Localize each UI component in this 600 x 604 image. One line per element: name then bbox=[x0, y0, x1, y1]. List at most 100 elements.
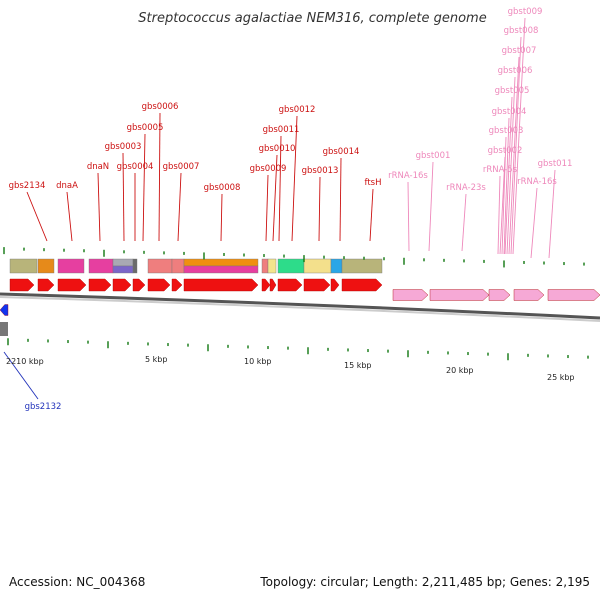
rna-arrow[interactable] bbox=[488, 289, 511, 301]
rna-label-rrna-23s[interactable]: rRNA-23s bbox=[446, 183, 486, 193]
gene-label-gbs0011[interactable]: gbs0011 bbox=[263, 125, 300, 135]
gene-label-ftsh[interactable]: ftsH bbox=[365, 178, 382, 188]
gene-arrow[interactable] bbox=[132, 278, 146, 292]
gene-arrow[interactable] bbox=[330, 278, 340, 292]
ruler-label: 15 kbp bbox=[344, 361, 372, 370]
rna-label-rrna-16s[interactable]: rRNA-16s bbox=[517, 177, 557, 187]
category-box bbox=[147, 258, 173, 274]
gene-label-gbs0012[interactable]: gbs0012 bbox=[279, 105, 316, 115]
leader-line bbox=[548, 169, 556, 259]
gene-arrow[interactable] bbox=[261, 278, 271, 292]
gene-arrows[interactable] bbox=[0, 278, 600, 336]
gene-arrow[interactable] bbox=[341, 278, 383, 292]
rna-label-rrna-5s[interactable]: rRNA-5s bbox=[483, 165, 518, 175]
gene-arrow[interactable] bbox=[277, 278, 303, 292]
ruler-label: 10 kbp bbox=[244, 357, 272, 366]
rna-label-gbst002[interactable]: gbst002 bbox=[488, 146, 523, 156]
leader-line bbox=[506, 76, 516, 255]
gene-arrow[interactable] bbox=[88, 278, 112, 292]
rna-arrow[interactable] bbox=[513, 289, 545, 301]
ruler-labels: 2210 kbp 5 kbp 10 kbp 15 kbp 20 kbp 25 kbp bbox=[6, 355, 575, 382]
gene-arrow[interactable] bbox=[147, 278, 171, 292]
category-box bbox=[132, 258, 138, 274]
gene-arrow[interactable] bbox=[112, 278, 132, 292]
reverse-category-box bbox=[0, 322, 8, 336]
rna-label-gbst008[interactable]: gbst008 bbox=[504, 26, 539, 36]
genome-summary-text: Topology: circular; Length: 2,211,485 bp… bbox=[260, 575, 590, 589]
gene-arrow[interactable] bbox=[57, 278, 87, 292]
leader-line bbox=[428, 161, 434, 252]
category-box bbox=[112, 258, 134, 267]
leader-line bbox=[3, 351, 39, 400]
gene-label-gbs0008[interactable]: gbs0008 bbox=[204, 183, 241, 193]
gene-arrow[interactable] bbox=[37, 278, 55, 292]
gene-arrow[interactable] bbox=[183, 278, 259, 292]
gene-label-gbs2134[interactable]: gbs2134 bbox=[9, 181, 46, 191]
gene-label-gbs0003[interactable]: gbs0003 bbox=[105, 142, 142, 152]
rna-label-gbst011[interactable]: gbst011 bbox=[538, 159, 573, 169]
category-box bbox=[183, 265, 259, 274]
gene-label-gbs0013[interactable]: gbs0013 bbox=[302, 166, 339, 176]
rna-label-rrna-16s[interactable]: rRNA-16s bbox=[388, 171, 428, 181]
rna-label-gbst003[interactable]: gbst003 bbox=[489, 126, 524, 136]
gene-label-gbs2132[interactable]: gbs2132 bbox=[25, 402, 62, 412]
rna-label-gbst001[interactable]: gbst001 bbox=[416, 151, 451, 161]
category-box bbox=[261, 258, 269, 274]
leader-line bbox=[272, 154, 278, 242]
category-box bbox=[37, 258, 55, 274]
category-box bbox=[267, 258, 277, 274]
ruler-label: 2210 kbp bbox=[6, 357, 44, 366]
feature-labels[interactable]: gbs2134 dnaA dnaN gbs0003 gbs0004 gbs0005 gbs0… bbox=[9, 7, 573, 412]
rna-label-gbst007[interactable]: gbst007 bbox=[502, 46, 537, 56]
backbone-shadow bbox=[0, 292, 600, 320]
gene-label-dnaa[interactable]: dnaA bbox=[56, 181, 78, 191]
gene-label-gbs0004[interactable]: gbs0004 bbox=[117, 162, 154, 172]
gene-label-gbs0005[interactable]: gbs0005 bbox=[127, 123, 164, 133]
leader-line bbox=[122, 152, 125, 242]
leader-line bbox=[26, 191, 48, 242]
rna-label-gbst006[interactable]: gbst006 bbox=[498, 66, 533, 76]
leader-line bbox=[158, 112, 161, 242]
leader-line bbox=[499, 156, 506, 255]
category-box bbox=[57, 258, 85, 274]
rna-label-gbst009[interactable]: gbst009 bbox=[508, 7, 543, 17]
genome-title: Streptococcus agalactiae NEM316, complet… bbox=[138, 11, 487, 26]
gene-arrow[interactable] bbox=[9, 278, 35, 292]
leader-line bbox=[407, 181, 410, 252]
backbone-line bbox=[0, 296, 600, 322]
leader-line bbox=[339, 157, 342, 242]
rna-arrow[interactable] bbox=[429, 289, 490, 301]
gene-label-gbs0014[interactable]: gbs0014 bbox=[323, 147, 360, 157]
rna-arrow[interactable] bbox=[547, 289, 600, 301]
category-box bbox=[277, 258, 305, 274]
leader-line bbox=[278, 135, 282, 242]
gene-label-gbs0010[interactable]: gbs0010 bbox=[259, 144, 296, 154]
ruler-label: 5 kbp bbox=[145, 355, 167, 364]
gene-label-gbs0006[interactable]: gbs0006 bbox=[142, 102, 179, 112]
reverse-gene-arrow[interactable] bbox=[0, 304, 9, 316]
leader-line bbox=[142, 133, 146, 242]
leader-line bbox=[291, 115, 298, 242]
feature-category-bars bbox=[9, 258, 383, 274]
genome-backbone bbox=[0, 292, 600, 322]
rna-arrow[interactable] bbox=[392, 289, 429, 301]
leader-line bbox=[265, 174, 269, 242]
gene-label-gbs0007[interactable]: gbs0007 bbox=[163, 162, 200, 172]
leader-line bbox=[512, 17, 526, 255]
category-box bbox=[341, 258, 383, 274]
rna-label-gbst005[interactable]: gbst005 bbox=[495, 86, 530, 96]
rna-label-gbst004[interactable]: gbst004 bbox=[492, 107, 527, 117]
gene-arrow[interactable] bbox=[303, 278, 331, 292]
category-box bbox=[171, 258, 185, 274]
leader-line bbox=[497, 175, 501, 255]
leader-line bbox=[503, 117, 510, 255]
gene-arrow[interactable] bbox=[171, 278, 183, 292]
leader-line bbox=[461, 193, 467, 252]
gene-label-gbs0009[interactable]: gbs0009 bbox=[250, 164, 287, 174]
leader-line bbox=[369, 188, 374, 242]
gene-label-dnan[interactable]: dnaN bbox=[87, 162, 109, 172]
gene-arrow[interactable] bbox=[269, 278, 277, 292]
category-box bbox=[330, 258, 343, 274]
